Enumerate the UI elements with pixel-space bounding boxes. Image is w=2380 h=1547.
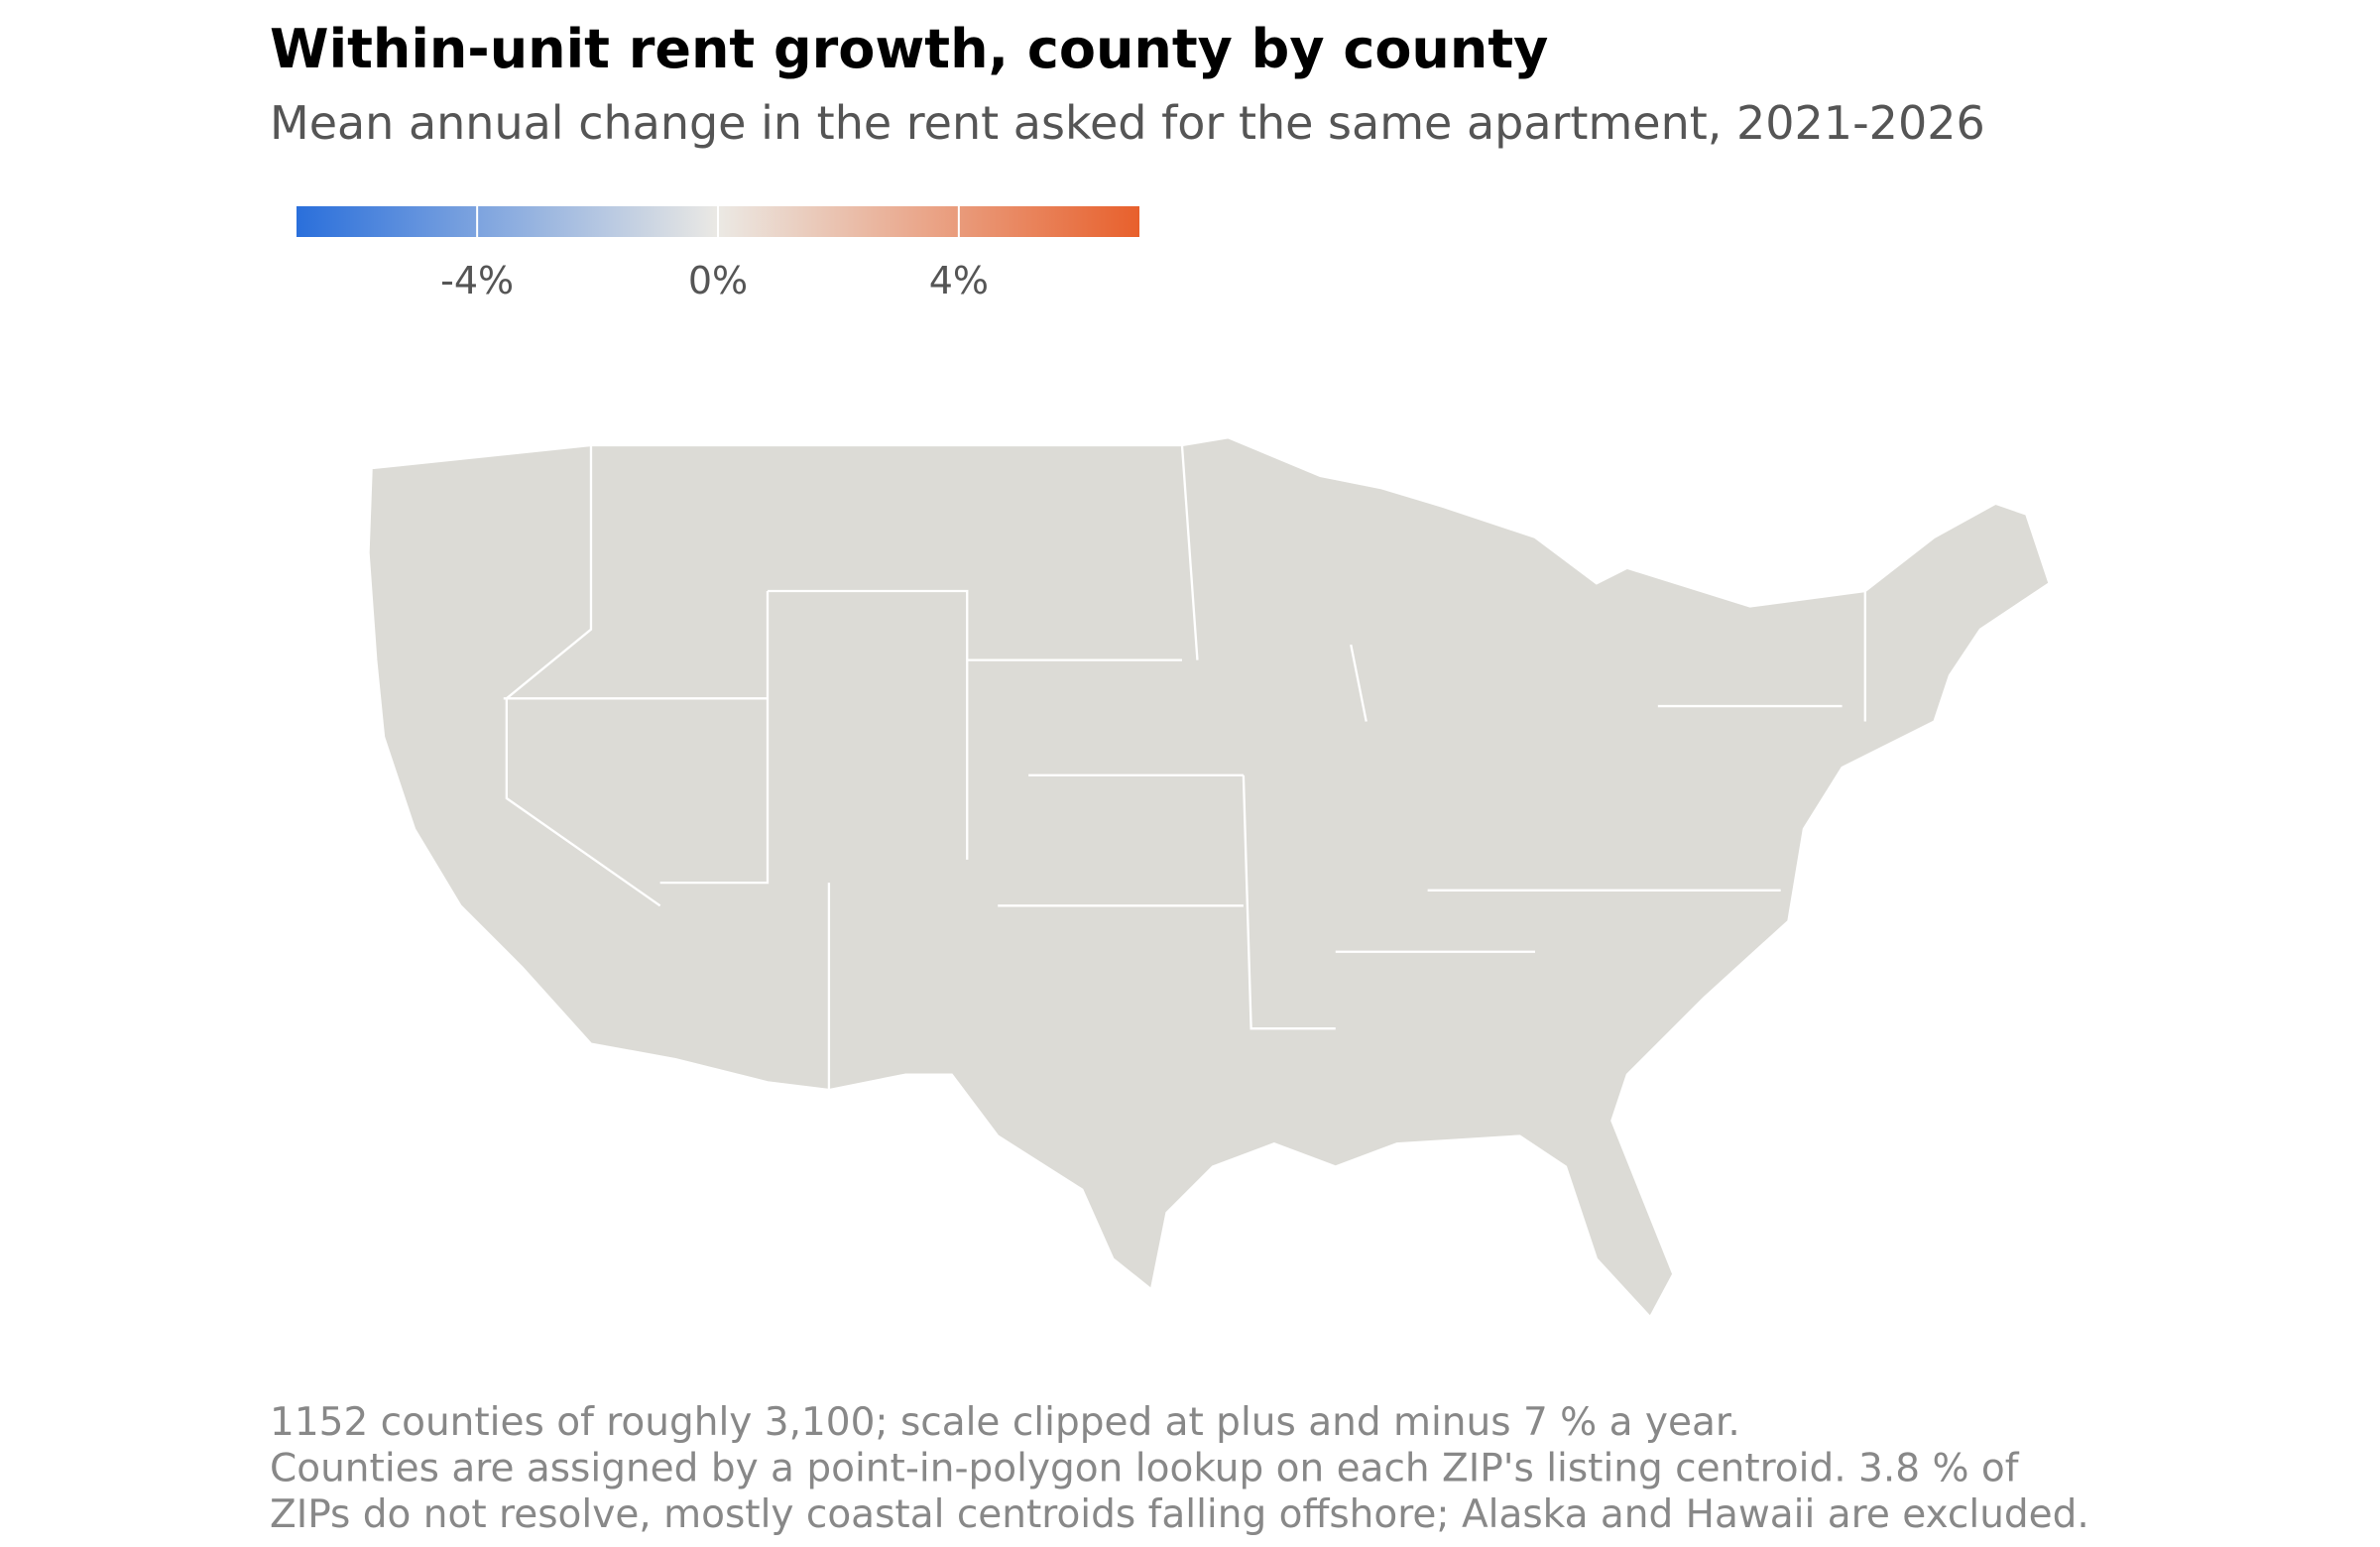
footnote: 1152 counties of roughly 3,100; scale cl… bbox=[270, 1400, 1740, 1445]
state-borders bbox=[503, 444, 1866, 1091]
colorbar-tick-label: 0% bbox=[688, 259, 748, 302]
footnotes: 1152 counties of roughly 3,100; scale cl… bbox=[270, 1400, 2089, 1537]
colorbar-tick-label: 4% bbox=[929, 259, 989, 302]
colorbar-tick-label: -4% bbox=[440, 259, 514, 302]
footnote: ZIPs do not resolve, mostly coastal cent… bbox=[270, 1492, 2089, 1537]
us-map bbox=[367, 435, 2051, 1320]
us-outline bbox=[367, 435, 2051, 1320]
title: Within-unit rent growth, county by count… bbox=[270, 18, 1548, 80]
colorbar: -4% 0% 4% bbox=[297, 206, 1139, 302]
subtitle: Mean annual change in the rent asked for… bbox=[270, 96, 1985, 150]
footnote: Counties are assigned by a point-in-poly… bbox=[270, 1447, 2020, 1491]
